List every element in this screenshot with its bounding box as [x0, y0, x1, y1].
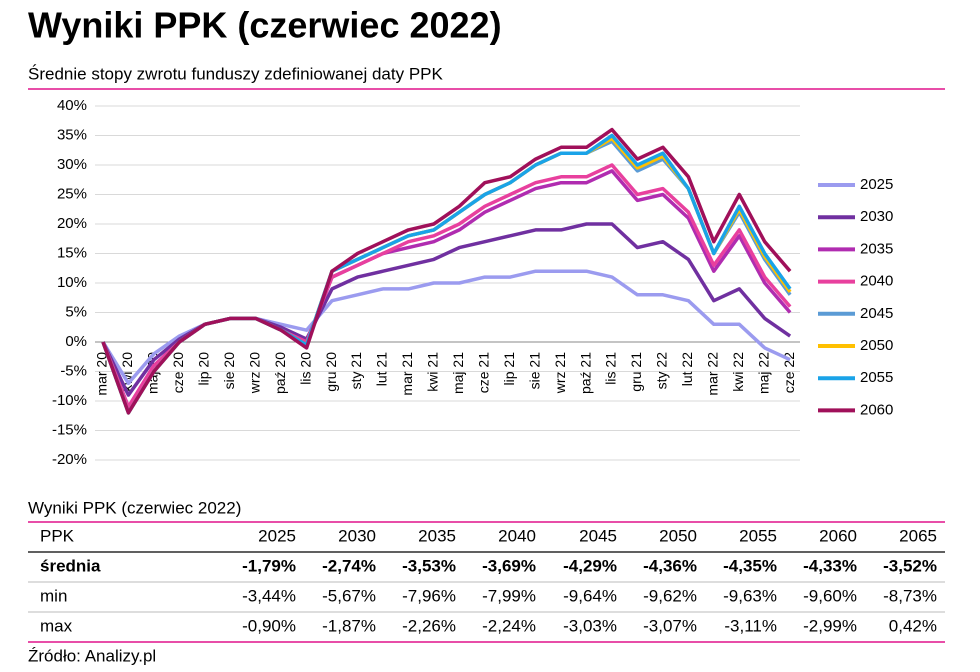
- table-cell: -3,44%: [242, 586, 296, 605]
- x-tick-label: mar 22: [705, 352, 721, 396]
- legend-label: 2030: [860, 208, 893, 225]
- table-cell: -4,33%: [803, 556, 857, 575]
- table-cell: -3,11%: [724, 616, 777, 635]
- table-cell: -1,79%: [242, 556, 296, 575]
- table-cell: -3,07%: [643, 616, 697, 635]
- legend-label: 2045: [860, 305, 893, 322]
- x-tick-label: lut 22: [679, 352, 695, 386]
- x-tick-label: maj 21: [450, 352, 466, 394]
- x-tick-label: wrz 20: [246, 352, 262, 394]
- table-cell: -4,35%: [723, 556, 777, 575]
- table-cell: PPK: [40, 526, 75, 545]
- table-cell: -9,63%: [723, 586, 777, 605]
- x-tick-label: gru 21: [628, 352, 644, 392]
- table-cell: 2065: [899, 526, 937, 545]
- chart-title: Średnie stopy zwrotu funduszy zdefiniowa…: [28, 64, 444, 83]
- y-tick-label: -15%: [52, 421, 87, 438]
- table-cell: -2,26%: [402, 616, 456, 635]
- x-tick-label: mar 20: [94, 352, 110, 396]
- table-cell: 2050: [659, 526, 697, 545]
- table-cell: -3,69%: [482, 556, 536, 575]
- x-tick-label: lut 21: [374, 352, 390, 386]
- legend-label: 2060: [860, 401, 893, 418]
- x-tick-label: lis 21: [603, 352, 619, 385]
- table-cell: 2040: [498, 526, 536, 545]
- y-tick-label: -5%: [60, 362, 87, 379]
- table-cell: -8,73%: [883, 586, 937, 605]
- y-tick-label: 15%: [57, 244, 87, 261]
- table-cell: -1,87%: [322, 616, 376, 635]
- table-cell: max: [40, 616, 73, 635]
- x-tick-label: mar 21: [399, 352, 415, 396]
- legend-label: 2035: [860, 240, 893, 257]
- table-cell: 2060: [819, 526, 857, 545]
- table-cell: -2,24%: [482, 616, 536, 635]
- y-tick-label: 40%: [57, 97, 87, 114]
- x-tick-label: maj 22: [755, 352, 771, 394]
- table-cell: min: [40, 586, 67, 605]
- x-tick-label: cze 20: [170, 352, 186, 393]
- table-cell: średnia: [40, 556, 101, 575]
- legend-label: 2055: [860, 369, 893, 386]
- table-cell: -0,90%: [242, 616, 296, 635]
- table-cell: -4,36%: [643, 556, 697, 575]
- table-cell: -2,74%: [322, 556, 376, 575]
- x-tick-label: gru 20: [323, 352, 339, 392]
- table-cell: -3,03%: [563, 616, 617, 635]
- y-tick-label: 20%: [57, 215, 87, 232]
- x-tick-label: cze 22: [781, 352, 797, 393]
- page-title: Wyniki PPK (czerwiec 2022): [28, 5, 502, 46]
- table-cell: 2025: [258, 526, 296, 545]
- table-cell: -3,53%: [402, 556, 456, 575]
- y-tick-label: 5%: [65, 303, 87, 320]
- table-cell: -7,99%: [482, 586, 536, 605]
- x-tick-label: lis 20: [297, 352, 313, 385]
- table-cell: -7,96%: [402, 586, 456, 605]
- legend-label: 2025: [860, 176, 893, 193]
- series-line: [101, 127, 792, 415]
- table-cell: -9,62%: [643, 586, 697, 605]
- x-tick-label: sie 21: [526, 352, 542, 390]
- table-cell: 2045: [579, 526, 617, 545]
- table-cell: -4,29%: [563, 556, 617, 575]
- x-tick-label: lip 20: [196, 352, 212, 386]
- y-tick-label: -20%: [52, 451, 87, 468]
- table-cell: -3,52%: [883, 556, 937, 575]
- table-cell: -2,99%: [803, 616, 857, 635]
- y-tick-label: 0%: [65, 333, 87, 350]
- y-tick-label: 35%: [57, 126, 87, 143]
- y-tick-label: 10%: [57, 274, 87, 291]
- x-tick-label: sty 22: [654, 352, 670, 390]
- table-cell: -9,60%: [803, 586, 857, 605]
- table-cell: 2055: [739, 526, 777, 545]
- x-tick-label: sty 21: [348, 352, 364, 390]
- x-tick-label: kwi 22: [730, 352, 746, 392]
- table-cell: 2030: [338, 526, 376, 545]
- x-tick-label: cze 21: [475, 352, 491, 393]
- source: Źródło: Analizy.pl: [28, 646, 156, 665]
- table-cell: -9,64%: [563, 586, 617, 605]
- x-tick-label: paź 20: [272, 352, 288, 394]
- table-cell: 2035: [418, 526, 456, 545]
- table-title: Wyniki PPK (czerwiec 2022): [28, 498, 241, 517]
- y-tick-label: 30%: [57, 156, 87, 173]
- x-tick-label: sie 20: [221, 352, 237, 390]
- legend-label: 2050: [860, 337, 893, 354]
- y-tick-label: -10%: [52, 392, 87, 409]
- legend-label: 2040: [860, 273, 893, 290]
- table-cell: -5,67%: [322, 586, 376, 605]
- x-tick-label: paź 21: [577, 352, 593, 394]
- y-tick-label: 25%: [57, 185, 87, 202]
- table-cell: 0,42%: [889, 616, 937, 635]
- x-tick-label: lip 21: [501, 352, 517, 386]
- x-tick-label: kwi 21: [425, 352, 441, 392]
- x-tick-label: wrz 21: [552, 352, 568, 394]
